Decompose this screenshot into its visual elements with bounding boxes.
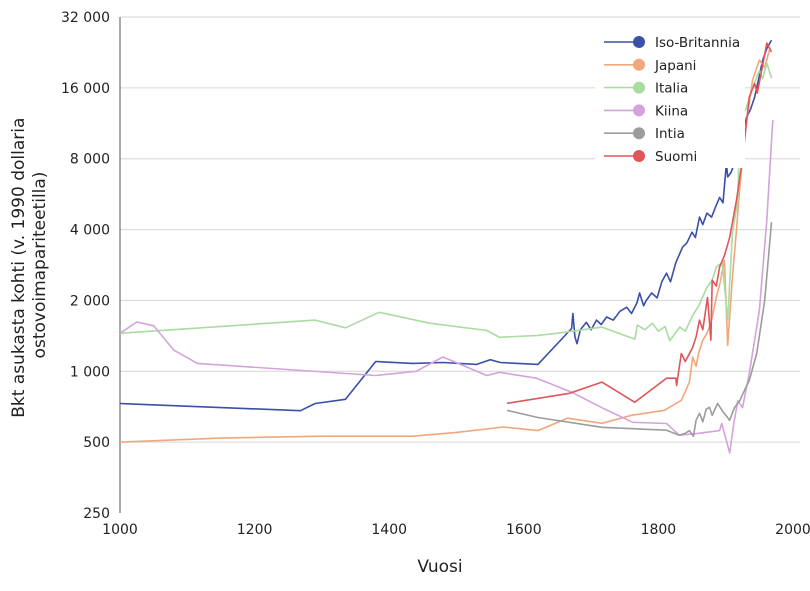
legend-label: Suomi [655,149,697,165]
x-axis-label: Vuosi [417,557,462,577]
y-tick-label: 250 [83,506,110,522]
legend-swatch-marker [633,81,645,94]
legend-swatch-marker [633,36,645,48]
y-tick-label: 2 000 [70,293,110,309]
y-axis-label: Bkt asukasta kohti (v. 1990 dollaria ost… [9,112,50,418]
y-tick-label: 1 000 [70,364,110,380]
series-line-kiina [119,119,774,454]
x-tick-label: 1400 [371,522,407,538]
y-tick-label: 16 000 [61,81,110,97]
x-tick-label: 1600 [506,522,542,538]
series-line-iso-britannia [119,39,773,412]
legend-label: Intia [655,126,685,142]
x-tick-label: 1000 [102,522,138,538]
legend-label: Iso-Britannia [655,35,740,51]
y-axis-label-line-1: Bkt asukasta kohti (v. 1990 dollaria [9,118,29,418]
legend-swatch-marker [633,104,645,117]
series-line-suomi [506,42,773,405]
legend-label: Italia [655,81,688,97]
series-line-intia [506,222,773,437]
y-tick-labels: 250 500 1 000 2 000 4 000 8 000 16 000 32 000 [61,10,110,522]
y-axis-label-line-2: ostovoimapariteetilla) [30,172,50,359]
x-tick-label: 1800 [641,522,677,538]
x-tick-label: 2000 [775,522,810,538]
series-line-japani [119,49,771,443]
y-tick-label: 8 000 [70,152,110,168]
y-tick-label: 500 [83,435,110,451]
series-lines [119,39,774,454]
gridlines [120,16,800,443]
legend-swatch-marker [633,127,645,140]
legend-label: Kiina [655,103,688,119]
legend-background [595,28,745,168]
x-tick-labels: 1000 1200 1400 1600 1800 2000 [102,522,810,538]
legend: Iso-Britannia Japani Italia Kiina Intia Suomi [595,28,745,168]
legend-swatch-marker [633,58,645,71]
y-tick-label: 4 000 [70,223,110,239]
legend-label: Japani [654,58,696,74]
legend-swatch-marker [633,150,645,162]
x-tick-label: 1200 [237,522,273,538]
y-tick-label: 32 000 [61,10,110,26]
